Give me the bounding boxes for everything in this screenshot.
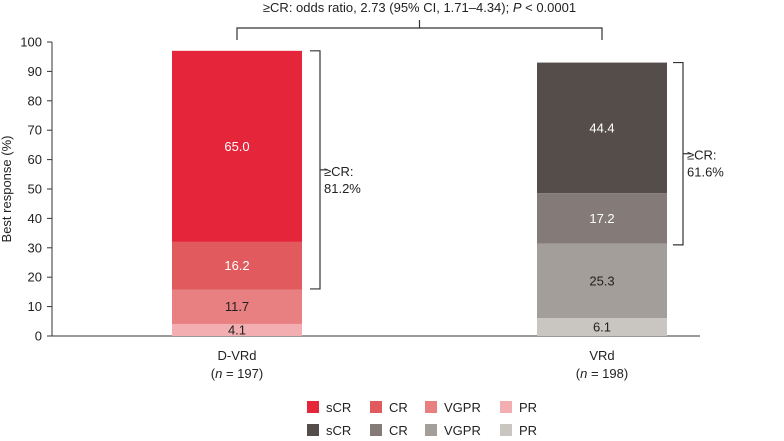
legend: sCR CR VGPR PR sCR CR VGPR PR bbox=[307, 400, 537, 438]
comparison-bracket bbox=[236, 27, 603, 40]
cr-bracket-label: ≥CR: bbox=[687, 148, 717, 163]
y-tick-label: 80 bbox=[28, 93, 42, 108]
legend-swatch bbox=[425, 401, 437, 413]
legend-label: CR bbox=[389, 400, 408, 415]
bar-value-label: 16.2 bbox=[224, 258, 249, 273]
y-tick-label: 90 bbox=[28, 64, 42, 79]
bar-segment-vgpr bbox=[172, 289, 302, 324]
category-n-label: (n = 198) bbox=[576, 366, 628, 381]
y-tick-label: 0 bbox=[35, 329, 42, 344]
comparison-text: ≥CR: odds ratio, 2.73 (95% CI, 1.71–4.34… bbox=[263, 0, 576, 15]
legend-label: PR bbox=[519, 423, 537, 438]
brackets: ≥CR: 81.2% ≥CR: 61.6% bbox=[310, 50, 724, 290]
legend-swatch bbox=[500, 424, 512, 436]
legend-label: sCR bbox=[326, 400, 351, 415]
y-tick-label: 70 bbox=[28, 123, 42, 138]
cr-bracket-label: ≥CR: bbox=[324, 164, 354, 179]
category-n-label: (n = 197) bbox=[211, 366, 263, 381]
bars: 4.1 11.7 16.2 65.0 6.1 25.3 17.2 44.4 bbox=[172, 50, 667, 337]
legend-swatch bbox=[500, 401, 512, 413]
bar-value-label: 11.7 bbox=[225, 299, 249, 314]
y-tick-label: 60 bbox=[28, 152, 42, 167]
bar-value-label: 65.0 bbox=[224, 139, 249, 154]
category-label: D-VRd bbox=[217, 348, 256, 363]
y-axis: 0 10 20 30 40 50 60 70 80 90 100 Best response (%) bbox=[0, 35, 700, 344]
cr-bracket bbox=[310, 50, 321, 290]
cr-bracket-value: 81.2% bbox=[324, 181, 361, 196]
y-tick-label: 40 bbox=[28, 211, 42, 226]
legend-swatch bbox=[370, 401, 382, 413]
bar-segment-cr bbox=[172, 241, 302, 290]
cr-bracket-value: 61.6% bbox=[687, 165, 724, 180]
y-tick-label: 20 bbox=[28, 270, 42, 285]
bar-segment-vgpr bbox=[537, 243, 667, 319]
legend-swatch bbox=[370, 424, 382, 436]
legend-label: VGPR bbox=[444, 423, 481, 438]
y-axis-title: Best response (%) bbox=[0, 136, 14, 243]
legend-swatch bbox=[307, 401, 319, 413]
bar-value-label: 4.1 bbox=[228, 322, 246, 337]
y-tick-label: 30 bbox=[28, 240, 42, 255]
cr-bracket bbox=[673, 61, 684, 246]
bar-value-label: 17.2 bbox=[589, 211, 614, 226]
legend-swatch bbox=[425, 424, 437, 436]
bar-segment-scr bbox=[172, 50, 302, 242]
bar-value-label: 44.4 bbox=[589, 120, 614, 135]
category-label: VRd bbox=[589, 348, 614, 363]
bar-segment-scr bbox=[537, 62, 667, 194]
bar-value-label: 25.3 bbox=[589, 273, 614, 288]
y-tick-label: 10 bbox=[28, 299, 42, 314]
legend-label: sCR bbox=[326, 423, 351, 438]
bar-value-label: 6.1 bbox=[593, 320, 611, 335]
legend-label: PR bbox=[519, 400, 537, 415]
bar-segment-cr bbox=[537, 193, 667, 244]
y-tick-label: 100 bbox=[20, 35, 42, 50]
legend-label: VGPR bbox=[444, 400, 481, 415]
bar-segment-pr bbox=[537, 318, 667, 336]
category-labels: D-VRd (n = 197) VRd (n = 198) bbox=[211, 348, 628, 381]
bar-segment-pr bbox=[172, 323, 302, 336]
y-tick-label: 50 bbox=[28, 182, 42, 197]
legend-label: CR bbox=[389, 423, 408, 438]
legend-swatch bbox=[307, 424, 319, 436]
comparison-annotation: ≥CR: odds ratio, 2.73 (95% CI, 1.71–4.34… bbox=[236, 0, 603, 40]
